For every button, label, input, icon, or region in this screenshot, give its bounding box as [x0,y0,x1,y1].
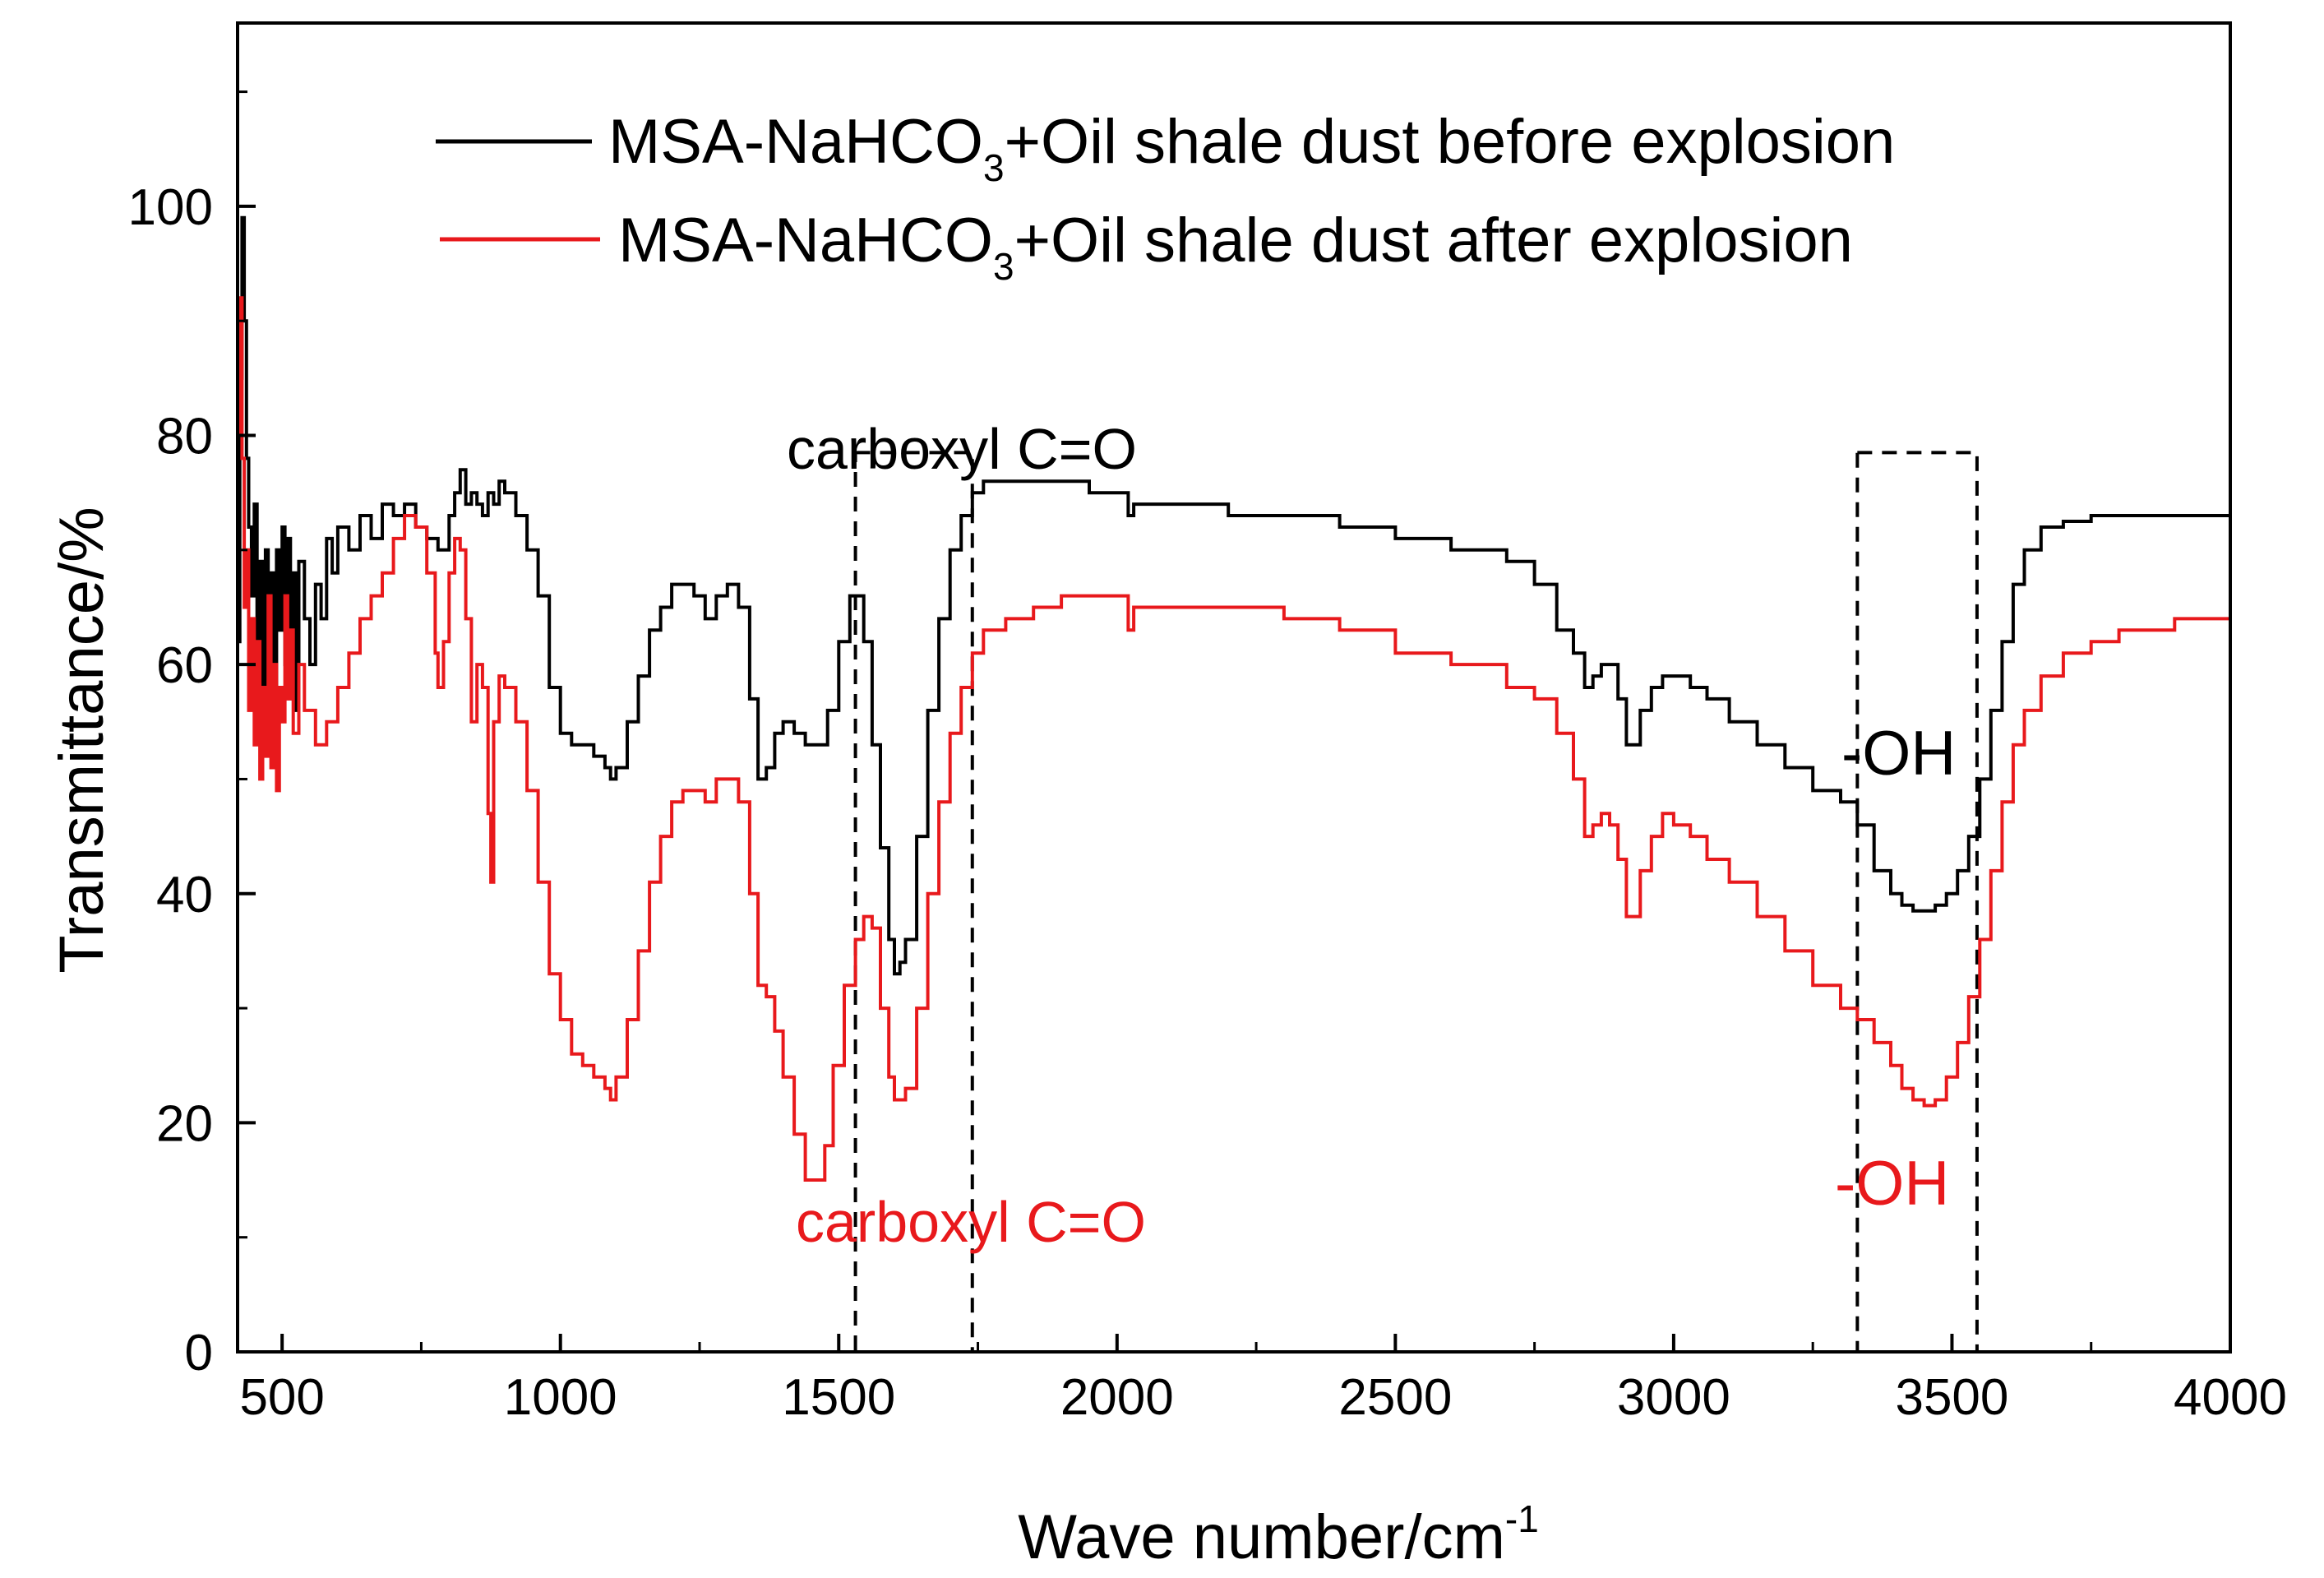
series-line-after-explosion [238,296,2232,1182]
legend-entry-after-subscript: 3 [993,245,1014,288]
y-tick-label-0: 0 [185,1325,213,1381]
legend-entry-before-prefix: MSA-NaHCO [608,107,983,177]
y-tick-label-100: 100 [128,179,213,236]
legend: MSA-NaHCO3+Oil shale dust before explosi… [436,107,1895,288]
x-tick-label-4000: 4000 [2174,1369,2287,1426]
y-tick-label-40: 40 [156,867,213,923]
legend-entry-after: MSA-NaHCO3+Oil shale dust after explosio… [618,206,1853,288]
x-tick-label-3000: 3000 [1617,1369,1730,1426]
x-axis-label: Wave number/cm-1 [1018,1497,1539,1572]
legend-entry-after-suffix: +Oil shale dust after explosion [1014,206,1853,275]
y-axis-label: Transmittance/% [47,507,117,973]
series-line-before-explosion [238,215,2230,976]
x-tick-label-2000: 2000 [1060,1369,1174,1426]
y-tick-label-20: 20 [156,1095,213,1152]
legend-entry-before-subscript: 3 [983,146,1005,189]
x-tick-label-3500: 3500 [1895,1369,2008,1426]
annotation-carboxyl-before: carboxyl C=O [787,417,1137,481]
axes: 500 1000 1500 2000 2500 3000 3500 4000 0 20 40 60 80… [128,90,2287,1426]
annotation-oh-before: -OH [1841,719,1956,789]
x-tick-label-500: 500 [239,1369,324,1426]
plot-series [238,215,2232,1182]
x-tick-label-2500: 2500 [1338,1369,1452,1426]
plot-frame [236,21,2232,1354]
x-tick-label-1500: 1500 [782,1369,895,1426]
hydroxyl-region [1855,451,1979,1354]
y-tick-label-80: 80 [156,409,213,465]
x-axis-label-text: Wave number/cm [1018,1502,1505,1572]
annotation-carboxyl-after: carboxyl C=O [796,1190,1146,1254]
legend-entry-after-prefix: MSA-NaHCO [618,206,993,275]
annotation-oh-after: -OH [1835,1149,1949,1219]
legend-entry-before: MSA-NaHCO3+Oil shale dust before explosi… [608,107,1895,189]
y-tick-label-60: 60 [156,637,213,694]
x-axis-label-superscript: -1 [1505,1497,1539,1540]
legend-entry-before-suffix: +Oil shale dust before explosion [1005,107,1896,177]
x-tick-label-1000: 1000 [504,1369,617,1426]
